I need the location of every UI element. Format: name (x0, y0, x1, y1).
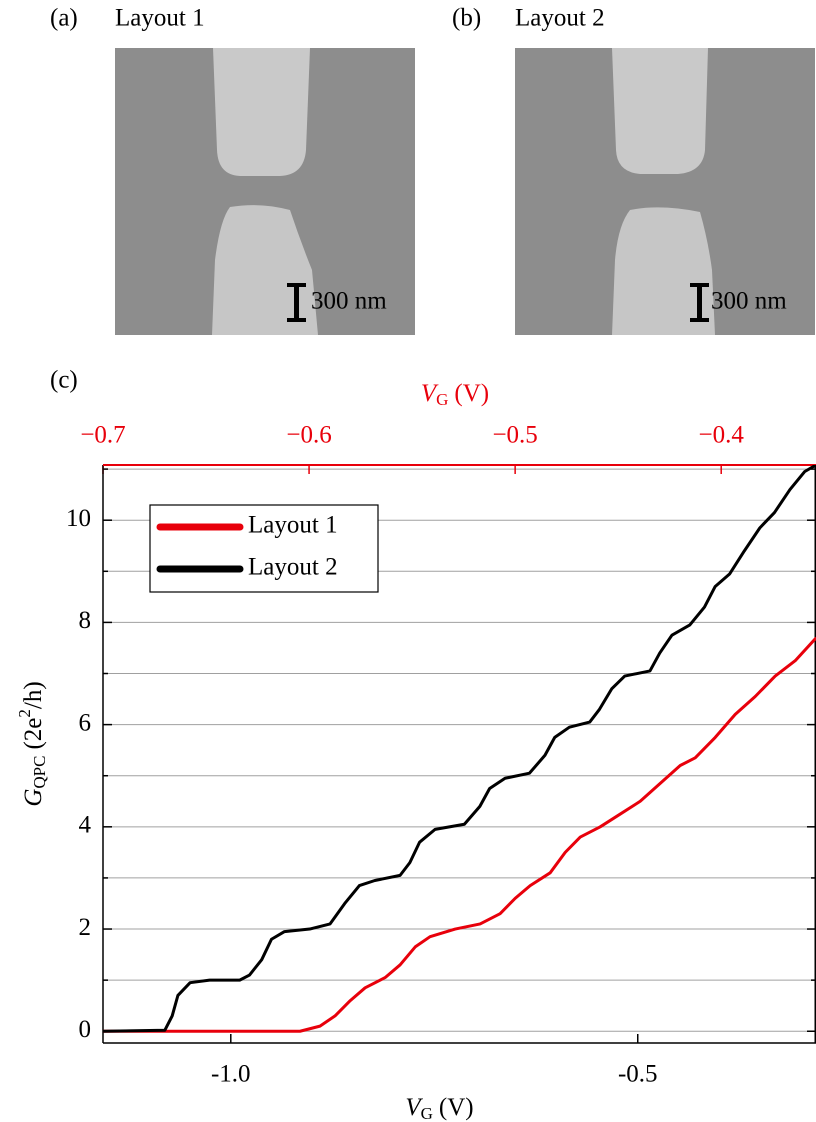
axis-superscript: 2 (15, 709, 34, 718)
x2-tick-label: −0.4 (699, 422, 745, 449)
axis-unit: (V) (439, 1094, 474, 1121)
panel-title: Layout 1 (115, 5, 205, 32)
axis-unit: /h) (20, 681, 47, 709)
x-tick-label: -1.0 (211, 1061, 251, 1088)
legend-label: Layout 2 (248, 554, 338, 581)
axis-label: GQPC (2e2/h) (15, 681, 49, 806)
axis-label: VG (V) (405, 1094, 473, 1122)
scale-bar-label: 300 nm (711, 288, 787, 315)
y-tick-label: 8 (79, 607, 92, 634)
x2-tick-label: −0.6 (286, 422, 331, 449)
y-tick-label: 6 (79, 709, 92, 736)
y-tick-label: 10 (66, 505, 91, 532)
panel-tag: (c) (50, 367, 78, 394)
x2-tick-label: −0.5 (492, 422, 537, 449)
panel-tag: (a) (50, 5, 78, 32)
axis-symbol: V (421, 380, 439, 407)
y-tick-label: 0 (79, 1016, 92, 1043)
axis-subscript: G (421, 1104, 433, 1122)
axis-symbol: V (405, 1094, 423, 1121)
x2-tick-label: −0.7 (80, 422, 125, 449)
sem-image (115, 48, 415, 335)
panel-title: Layout 2 (515, 5, 605, 32)
sem-image (515, 48, 815, 335)
y-tick-label: 4 (79, 812, 92, 839)
axis-symbol: G (20, 789, 47, 807)
scale-bar-label: 300 nm (311, 288, 387, 315)
axis-subscript: QPC (30, 756, 49, 789)
axis-label: VG (V) (421, 380, 489, 409)
y-tick-label: 2 (79, 914, 92, 941)
legend-box (149, 504, 379, 593)
panel-tag: (b) (452, 5, 481, 32)
series-line (103, 636, 816, 1033)
x-tick-label: -0.5 (618, 1061, 658, 1088)
axis-subscript: G (436, 390, 448, 409)
legend-label: Layout 1 (248, 512, 338, 539)
axis-unit: (2e (20, 718, 47, 750)
series-line (103, 465, 816, 1033)
axis-unit: (V) (454, 380, 489, 407)
